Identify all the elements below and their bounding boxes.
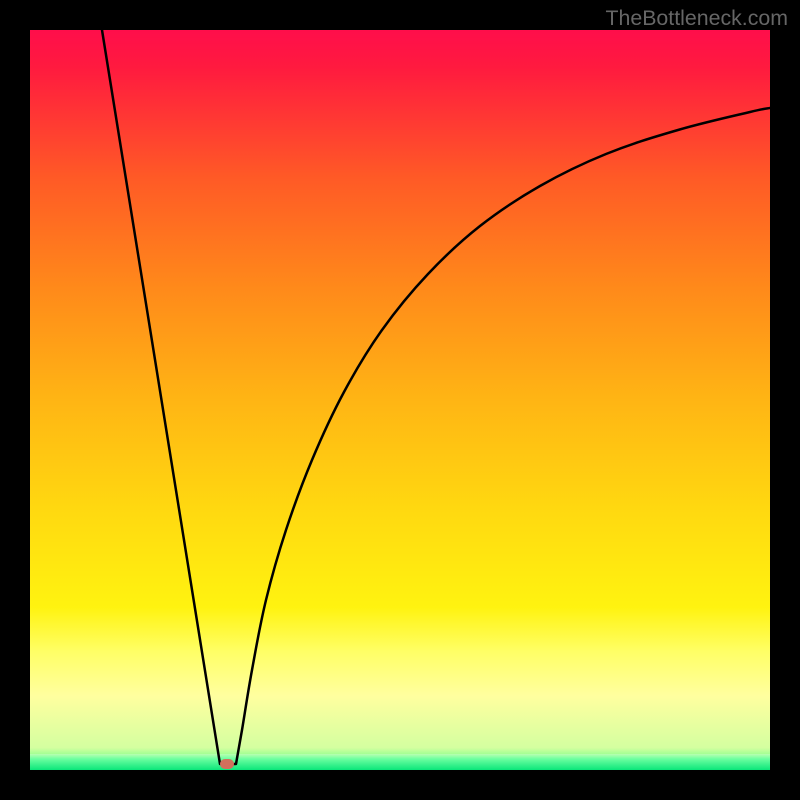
bottleneck-curve — [30, 30, 770, 770]
plot-area — [30, 30, 770, 770]
curve-path — [102, 30, 770, 764]
minimum-marker — [220, 759, 234, 769]
watermark-text: TheBottleneck.com — [605, 6, 788, 31]
